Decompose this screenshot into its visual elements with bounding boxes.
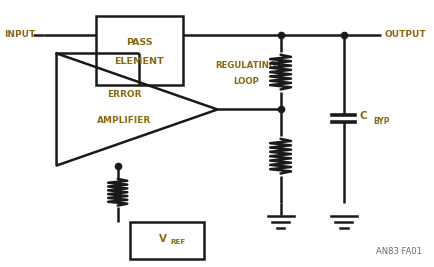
Text: INPUT: INPUT <box>4 30 36 39</box>
Bar <box>130 222 204 259</box>
Text: AN83 FA01: AN83 FA01 <box>375 247 421 256</box>
Text: BYP: BYP <box>372 117 389 126</box>
Text: PASS: PASS <box>125 38 152 47</box>
Text: C: C <box>359 111 367 121</box>
Text: LOOP: LOOP <box>232 77 258 86</box>
Text: OUTPUT: OUTPUT <box>384 30 426 39</box>
Text: ELEMENT: ELEMENT <box>114 57 164 66</box>
Text: AMPLIFIER: AMPLIFIER <box>97 116 151 125</box>
Text: REGULATING: REGULATING <box>215 61 276 70</box>
Text: REF: REF <box>170 239 186 245</box>
Text: V: V <box>159 234 167 244</box>
Text: ERROR: ERROR <box>107 90 141 99</box>
Bar <box>95 16 182 85</box>
